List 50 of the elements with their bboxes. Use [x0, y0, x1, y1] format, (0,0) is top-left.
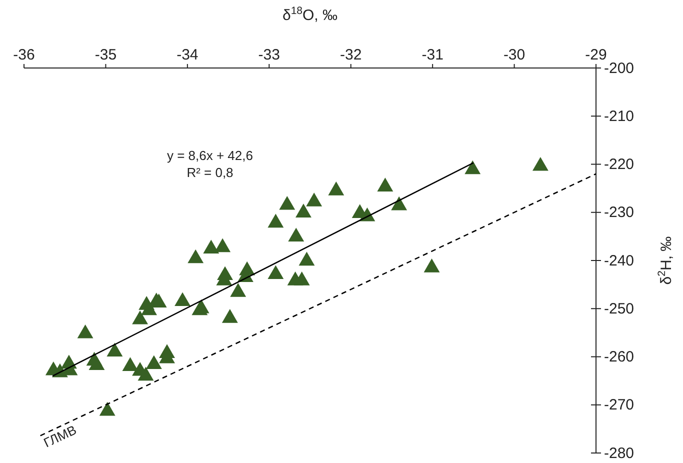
point	[122, 357, 138, 371]
point	[174, 292, 190, 306]
point	[203, 240, 220, 254]
point	[146, 355, 162, 370]
point	[88, 356, 105, 370]
point	[377, 178, 394, 192]
point	[532, 156, 548, 171]
x-tick-label: -35	[94, 46, 117, 64]
point	[294, 272, 310, 286]
y-tick-label: -270	[604, 396, 634, 414]
point	[188, 249, 204, 264]
x-tick-label: -33	[258, 46, 280, 64]
x-tick-label: -32	[340, 46, 362, 64]
y-tick-label: -280	[604, 444, 634, 462]
point	[132, 310, 148, 324]
point	[464, 160, 481, 174]
y-tick-label: -230	[604, 204, 634, 222]
point	[328, 182, 344, 196]
point	[295, 204, 312, 218]
point	[150, 294, 167, 308]
point	[268, 265, 284, 280]
y-tick-label: -250	[604, 300, 634, 318]
point	[391, 196, 408, 210]
x-tick-label: -29	[585, 46, 607, 64]
x-tick-label: -36	[13, 46, 35, 64]
point	[298, 252, 315, 266]
point	[424, 258, 440, 272]
point	[138, 366, 154, 381]
y-tick-label: -210	[604, 108, 634, 125]
x-tick-label: -34	[176, 46, 198, 64]
point	[230, 283, 246, 297]
y-tick-label: -220	[604, 156, 634, 174]
annotation: R² = 0,8	[186, 165, 234, 180]
x-axis-title: δ$^{18}$O, ‰	[282, 5, 338, 24]
x-tick-label: -31	[422, 46, 444, 64]
point	[99, 402, 116, 416]
point	[288, 228, 304, 242]
y-tick-label: -260	[604, 348, 634, 366]
point	[268, 214, 284, 228]
point	[77, 324, 94, 338]
point	[306, 192, 322, 206]
text: ГЛМВ	[41, 422, 79, 450]
annotation: y = 8,6x + 42,6	[166, 148, 254, 163]
point	[106, 342, 123, 357]
point	[214, 238, 231, 252]
x-tick-label: -30	[503, 46, 526, 64]
point	[222, 309, 238, 323]
y-tick-label: -240	[604, 252, 634, 270]
y-tick-label: -200	[604, 60, 634, 77]
point	[279, 196, 296, 210]
